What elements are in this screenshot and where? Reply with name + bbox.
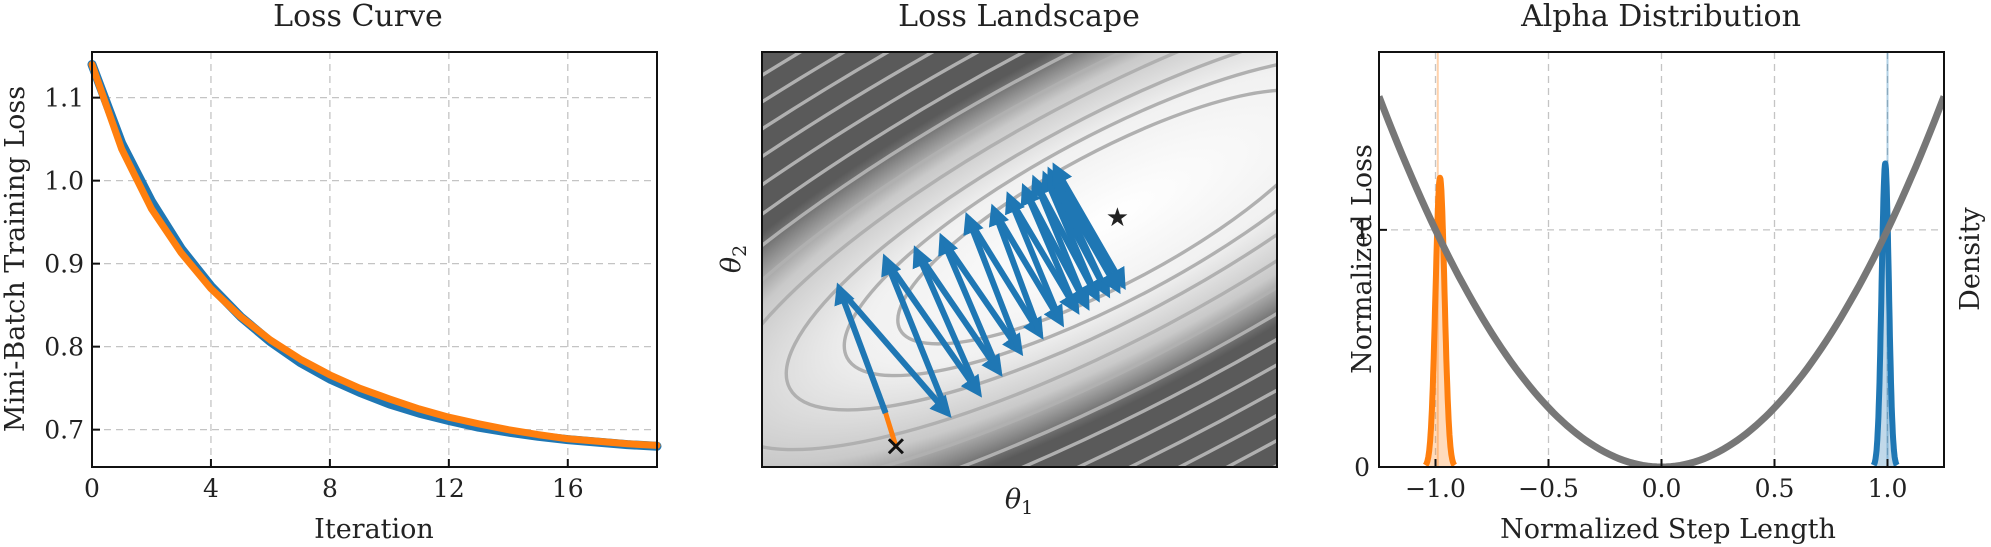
alpha-distribution-panel: Alpha Distribution −1.0 −0.5 0.0 0.5 1.0 0 1 N… (1347, 0, 1986, 545)
contour-line (762, 52, 1277, 467)
contour-line (762, 52, 1277, 467)
loss-series-blue-line (87, 60, 662, 451)
theta1-symbol: θ (1005, 484, 1021, 515)
contour-line (784, 52, 1277, 412)
contour-line (762, 52, 1277, 467)
loss-curve-xlabel: Iteration (314, 514, 434, 545)
alpha-distribution-ylabel: Normalized Loss (1347, 144, 1378, 374)
loss-curve-xtick-label: 12 (433, 474, 465, 503)
theta2-symbol: θ (716, 257, 747, 273)
optimizer-step-arrow (1004, 191, 1064, 323)
theta1-subscript: 1 (1021, 497, 1033, 519)
optimizer-step-arrow (988, 203, 1043, 336)
loss-curve-ticks: 0 4 8 12 16 0.7 0.8 0.9 1.0 1.1 (44, 84, 583, 503)
loss-curve-ytick-label: 1.1 (44, 84, 84, 113)
loss-curve-series (87, 60, 662, 451)
loss-curve-ytick-label: 1.0 (44, 167, 84, 196)
loss-landscape-title: Loss Landscape (898, 0, 1140, 34)
loss-landscape-xlabel: θ1 (1005, 484, 1033, 519)
alpha-ytick-label: 0 (1354, 453, 1370, 482)
alpha-xtick-label: 1.0 (1868, 474, 1908, 503)
contour-line (762, 52, 1277, 467)
loss-curve-panel: Loss Curve 0 4 8 12 16 0.7 0.8 0.9 1.0 1.1 Iterat… (0, 0, 662, 545)
optimizer-step-arrow (938, 232, 1002, 373)
optimizer-step-arrow (965, 216, 1044, 340)
optimizer-step-arrow (881, 253, 951, 415)
alpha-distribution-ticks: −1.0 −0.5 0.0 0.5 1.0 0 1 (1354, 216, 1907, 503)
alpha-distribution-ylabel-right: Density (1955, 206, 1986, 310)
optimizer-step-arrow (939, 237, 1024, 357)
optimizer-step-arrow (914, 249, 1003, 377)
loss-curve-xtick-label: 4 (203, 474, 219, 503)
optimizer-step-arrow (963, 211, 1023, 352)
normalized-loss-parabola (1379, 95, 1944, 467)
loss-curve-xtick-label: 16 (552, 474, 584, 503)
theta2-subscript: 2 (729, 245, 751, 257)
loss-curve-xtick-label: 0 (84, 474, 100, 503)
loss-curve-ytick-label: 0.8 (44, 333, 84, 362)
optimizer-step-arrow (912, 245, 982, 394)
alpha-xtick-label: −1.0 (1405, 474, 1466, 503)
contour-line (762, 52, 1277, 452)
optimizer-step-arrow (1052, 166, 1126, 291)
loss-curve-frame (91, 51, 658, 468)
optimizer-step-arrow (834, 282, 889, 415)
contour-line (842, 56, 1277, 378)
loss-curve-ytick-label: 0.9 (44, 250, 84, 279)
optimizer-step-arrow (991, 208, 1065, 328)
contour-line (762, 52, 1277, 467)
loss-curve-title: Loss Curve (273, 0, 443, 34)
alpha-density-series (1422, 52, 1900, 467)
start-cross-stroke (887, 438, 904, 455)
optimizer-path (834, 162, 1126, 449)
contour-line (762, 52, 1277, 467)
alpha-xtick-label: −0.5 (1518, 474, 1579, 503)
alpha-xtick-label: 0.5 (1755, 474, 1795, 503)
loss-landscape-ylabel: θ2 (716, 245, 751, 273)
minimum-star-marker: ★ (1106, 203, 1129, 233)
start-cross-marker (887, 438, 904, 455)
density-blue-curve (1870, 160, 1900, 467)
alpha-xtick-label: 0.0 (1642, 474, 1682, 503)
contour-line (896, 88, 1277, 346)
alpha-distribution-xlabel: Normalized Step Length (1500, 514, 1836, 545)
first-step-orange-segment (883, 410, 899, 449)
density-orange-curve (1422, 174, 1457, 467)
loss-landscape-frame (761, 51, 1278, 468)
loss-series-orange-line (88, 61, 661, 449)
loss-curve-grid (91, 52, 657, 467)
loss-landscape-surface (762, 52, 1277, 467)
optimizer-step-arrow (836, 286, 952, 418)
loss-curve-ylabel: Mini-Batch Training Loss (0, 86, 31, 432)
loss-curve-ytick-label: 0.7 (44, 416, 84, 445)
alpha-distribution-grid (1379, 52, 1944, 468)
alpha-ytick-label: 1 (1354, 216, 1370, 245)
contour-line (762, 52, 1277, 467)
loss-curve-xtick-label: 8 (322, 474, 338, 503)
alpha-distribution-title: Alpha Distribution (1520, 0, 1801, 34)
optimizer-step-arrow (883, 257, 983, 398)
